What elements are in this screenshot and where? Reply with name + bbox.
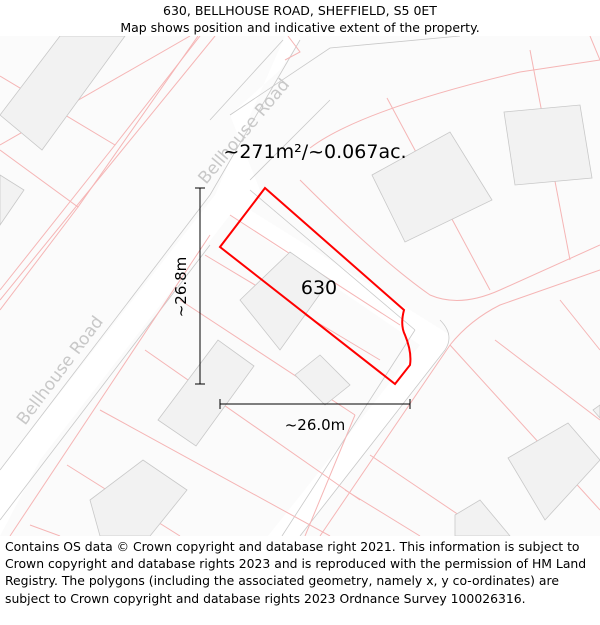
copyright-attribution: Contains OS data © Crown copyright and d… xyxy=(5,539,587,606)
property-boundary[interactable] xyxy=(218,186,412,386)
map-description: Map shows position and indicative extent… xyxy=(120,20,480,35)
vertical-dimension xyxy=(195,187,205,385)
map-header: 630, BELLHOUSE ROAD, SHEFFIELD, S5 0ET M… xyxy=(0,0,600,36)
vertical-dimension-label: ~26.8m xyxy=(172,257,190,318)
property-address: 630, BELLHOUSE ROAD, SHEFFIELD, S5 0ET xyxy=(163,3,437,18)
road-bellhouse xyxy=(0,36,461,536)
horizontal-dimension xyxy=(219,399,411,409)
buildings xyxy=(0,36,600,536)
property-map[interactable]: Bellhouse Road Bellhouse Road ~271m²/~0.… xyxy=(0,36,600,536)
horizontal-dimension-label: ~26.0m xyxy=(285,416,346,434)
area-label: ~271m²/~0.067ac. xyxy=(223,141,406,163)
plot-number-label: 630 xyxy=(301,277,337,299)
